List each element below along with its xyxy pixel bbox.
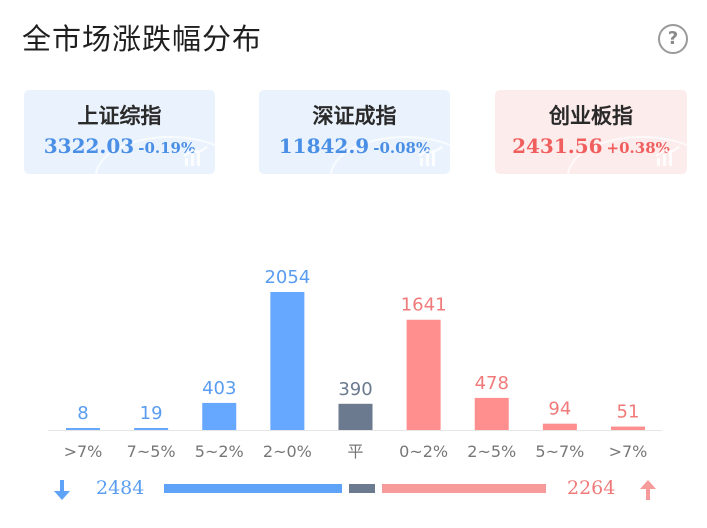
bar-value-label: 478 (475, 373, 509, 394)
x-tick-label: 0~2% (399, 442, 448, 461)
up-ratio-bar (382, 484, 546, 493)
bar-1[interactable] (134, 428, 169, 430)
index-card-cyb[interactable]: 创业板指 2431.56 +0.38% (495, 90, 687, 174)
index-change: -0.19% (138, 139, 196, 157)
bar-5[interactable] (406, 319, 441, 430)
down-total: 2484 (96, 477, 145, 499)
down-ratio-bar (164, 484, 342, 493)
index-change: -0.08% (373, 139, 431, 157)
bar-value-label: 390 (338, 379, 372, 400)
page-title: 全市场涨跌幅分布 (22, 22, 263, 56)
x-tick-label: 7~5% (127, 442, 176, 461)
x-tick-label: 2~5% (467, 442, 516, 461)
bar-4[interactable] (338, 403, 373, 430)
x-tick-label: 5~7% (535, 442, 584, 461)
index-value: 2431.56 (512, 134, 603, 158)
x-tick-label: >7% (64, 442, 103, 461)
bar-8[interactable] (611, 426, 645, 430)
bar-value-label: 1641 (401, 295, 447, 316)
bar-2[interactable] (202, 402, 237, 430)
index-name: 上证综指 (77, 104, 162, 128)
bar-value-label: 8 (77, 403, 88, 424)
help-icon[interactable]: ? (658, 24, 688, 54)
flat-ratio-bar (349, 484, 375, 493)
bar-6[interactable] (474, 397, 509, 430)
index-name: 深证成指 (312, 104, 397, 128)
x-tick-label: 5~2% (195, 442, 244, 461)
index-name: 创业板指 (549, 104, 633, 128)
bar-value-label: 2054 (264, 267, 310, 288)
index-change: +0.38% (606, 139, 670, 157)
arrow-up-icon (640, 480, 656, 500)
bar-0[interactable] (66, 428, 100, 430)
up-total: 2264 (567, 477, 616, 499)
arrow-down-icon (54, 480, 70, 500)
index-card-sh[interactable]: 上证综指 3322.03 -0.19% (24, 90, 215, 174)
index-value: 3322.03 (43, 134, 135, 158)
bar-value-label: 19 (140, 403, 163, 424)
bar-7[interactable] (542, 423, 577, 430)
x-tick-label: >7% (609, 442, 648, 461)
bar-3[interactable] (270, 292, 305, 430)
bar-value-label: 403 (202, 378, 236, 399)
index-value: 11842.9 (278, 134, 370, 158)
index-card-sz[interactable]: 深证成指 11842.9 -0.08% (259, 90, 450, 174)
bar-value-label: 51 (617, 402, 640, 423)
x-tick-label: 2~0% (263, 442, 312, 461)
x-tick-label: 平 (347, 442, 363, 461)
distribution-bar-chart: 8 >7% 19 7~5% 403 5~2% 2054 2~0% 390 平 1641 0~2% 478… (48, 267, 662, 461)
trend-icon (183, 146, 208, 166)
trend-icon (418, 146, 443, 166)
trend-icon (655, 146, 680, 166)
bar-value-label: 94 (548, 399, 571, 420)
